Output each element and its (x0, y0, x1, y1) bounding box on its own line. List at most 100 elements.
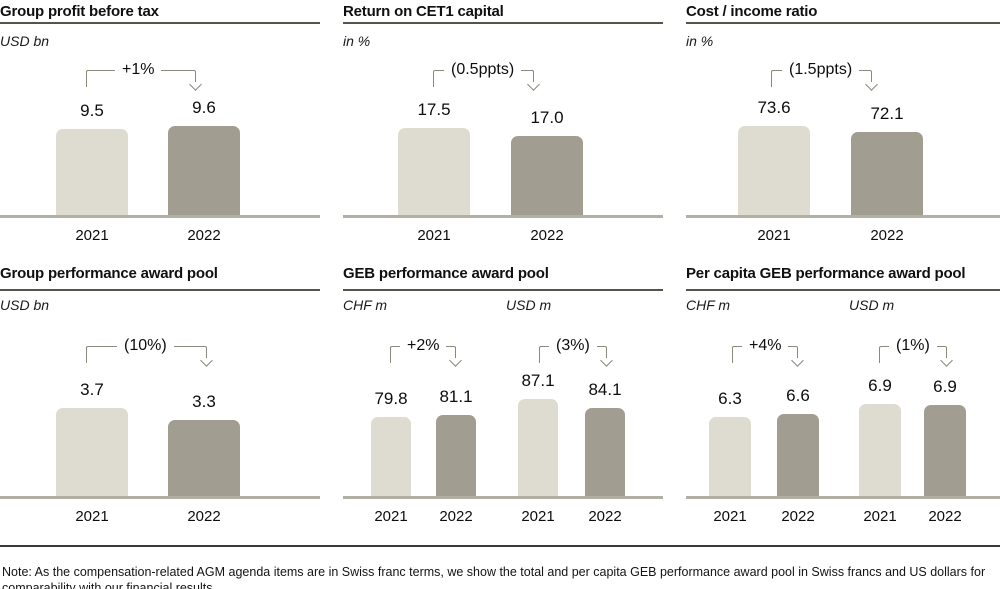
unit-label-chf: CHF m (343, 297, 388, 313)
bar-usd-2022 (585, 408, 625, 496)
value-label: 9.5 (80, 101, 104, 120)
title-rule (0, 22, 320, 24)
year-label: 2022 (870, 227, 904, 244)
year-label: 2022 (530, 227, 564, 244)
unit-label-usd: USD m (506, 297, 552, 313)
value-label: 9.6 (192, 98, 216, 117)
chart-title: Cost / income ratio (686, 3, 818, 20)
chart-title: Return on CET1 capital (343, 3, 504, 20)
value-label: 79.8 (374, 389, 408, 408)
chart-title: Group profit before tax (0, 3, 159, 20)
year-label: 2022 (187, 227, 221, 244)
value-label: 3.7 (80, 380, 104, 399)
arrow-down-icon (599, 354, 613, 367)
bar-2022 (851, 132, 923, 215)
bracket-right (788, 346, 805, 367)
bracket-left (390, 346, 400, 363)
bar-chf-2021 (371, 417, 411, 496)
value-label: 72.1 (870, 104, 904, 123)
chart-group-profit-before-tax: Group profit before tax USD bn +1% 9.5 9… (0, 0, 320, 255)
arrow-down-icon (189, 78, 203, 91)
arrow-down-icon (527, 78, 541, 91)
bar-2021 (56, 408, 128, 496)
change-annotation-chf: +2% (390, 337, 463, 367)
bracket-left (433, 70, 444, 87)
year-label: 2022 (928, 508, 962, 525)
bar-chf-2021 (709, 417, 751, 496)
change-label: +4% (749, 337, 782, 354)
arrow-down-icon (865, 78, 879, 91)
year-label: 2021 (75, 508, 109, 525)
change-label: +1% (122, 61, 155, 78)
bar-2021 (398, 128, 470, 215)
chart-title: Per capita GEB performance award pool (686, 265, 966, 282)
arrow-down-icon (791, 354, 805, 367)
year-label: 2021 (417, 227, 451, 244)
unit-label-chf: CHF m (686, 297, 731, 313)
change-label: (3%) (556, 337, 590, 354)
year-label: 2021 (75, 227, 109, 244)
baseline (686, 496, 1000, 499)
baseline (686, 215, 1000, 218)
note-divider (0, 545, 1000, 547)
chart-per-capita-geb-performance-award-pool: Per capita GEB performance award pool CH… (686, 255, 1000, 545)
bracket-right (936, 346, 953, 367)
year-label: 2021 (713, 508, 747, 525)
bar-usd-2021 (859, 404, 901, 496)
year-label: 2021 (374, 508, 408, 525)
baseline (343, 496, 663, 499)
unit-label: in % (686, 33, 714, 49)
change-annotation: (1.5ppts) (771, 61, 879, 91)
year-label: 2022 (439, 508, 473, 525)
year-label: 2021 (757, 227, 791, 244)
year-label: 2021 (863, 508, 897, 525)
value-label: 6.9 (933, 377, 957, 396)
change-label: (1%) (896, 337, 930, 354)
year-label: 2022 (781, 508, 815, 525)
bar-chf-2022 (436, 415, 476, 496)
bar-2022 (168, 126, 240, 215)
chart-title: GEB performance award pool (343, 265, 549, 282)
arrow-down-icon (939, 354, 953, 367)
chart-geb-performance-award-pool: GEB performance award pool CHF m USD m +… (343, 255, 663, 545)
baseline (0, 215, 320, 218)
bar-usd-2022 (924, 405, 966, 496)
bar-2021 (738, 126, 810, 215)
value-label: 3.3 (192, 392, 216, 411)
title-rule (686, 22, 1000, 24)
value-label: 87.1 (521, 371, 555, 390)
footnote-text: Note: As the compensation-related AGM ag… (2, 564, 986, 589)
bracket-left (771, 70, 782, 87)
unit-label-usd: USD m (849, 297, 895, 313)
bracket-left (539, 346, 549, 363)
change-label: (1.5ppts) (789, 61, 853, 78)
bracket-right (173, 346, 213, 367)
title-rule (0, 289, 320, 291)
change-annotation-usd: (1%) (879, 337, 953, 367)
bracket-left (86, 70, 115, 87)
change-label: (10%) (124, 337, 167, 354)
chart-title: Group performance award pool (0, 265, 218, 282)
value-label: 6.3 (718, 389, 742, 408)
value-label: 81.1 (439, 387, 473, 406)
bracket-right (161, 70, 203, 91)
value-label: 84.1 (588, 380, 622, 399)
change-annotation: (0.5ppts) (433, 62, 541, 91)
arrow-down-icon (199, 354, 213, 367)
bar-usd-2021 (518, 399, 558, 496)
bar-chf-2022 (777, 414, 819, 496)
bracket-left (879, 346, 889, 363)
unit-label: USD bn (0, 33, 50, 49)
bar-2022 (511, 136, 583, 215)
bar-2021 (56, 129, 128, 215)
year-label: 2022 (588, 508, 622, 525)
change-label: +2% (407, 337, 440, 354)
arrow-down-icon (449, 354, 463, 367)
year-label: 2022 (187, 508, 221, 525)
year-label: 2021 (521, 508, 555, 525)
chart-group-performance-award-pool: Group performance award pool USD bn (10%… (0, 255, 320, 545)
bracket-right (596, 346, 613, 367)
bracket-right (446, 346, 463, 367)
bar-2022 (168, 420, 240, 496)
